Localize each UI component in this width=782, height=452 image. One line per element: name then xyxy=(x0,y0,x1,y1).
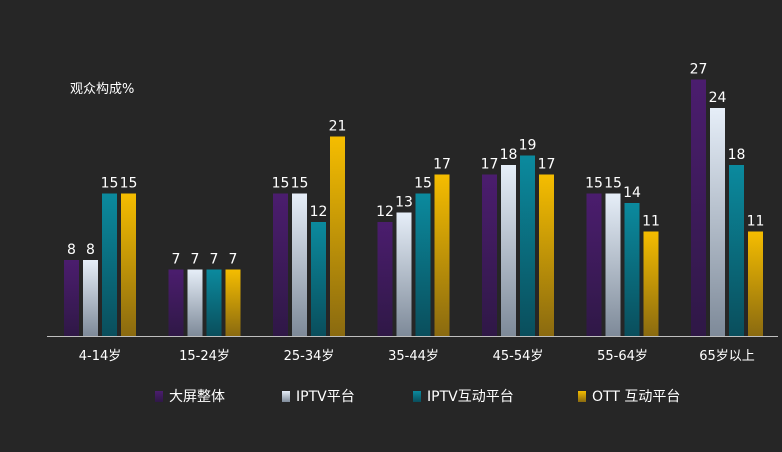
bar xyxy=(748,231,763,336)
bar xyxy=(539,174,554,336)
legend-label: OTT 互动平台 xyxy=(592,389,681,405)
data-label: 17 xyxy=(433,157,451,173)
data-label: 7 xyxy=(172,252,181,268)
bar xyxy=(273,193,288,336)
legend-label: IPTV互动平台 xyxy=(427,389,514,405)
data-label: 21 xyxy=(329,119,347,135)
bar xyxy=(187,269,203,336)
data-label: 15 xyxy=(101,176,119,192)
data-label: 15 xyxy=(604,176,622,192)
bar xyxy=(330,136,345,336)
legend-swatch xyxy=(413,390,421,402)
data-label: 8 xyxy=(86,242,95,258)
legend-item: OTT 互动平台 xyxy=(578,386,680,406)
data-label: 8 xyxy=(67,242,76,258)
bar xyxy=(520,155,535,336)
legend-label: IPTV平台 xyxy=(296,389,355,405)
legend-item: IPTV互动平台 xyxy=(413,386,514,406)
data-label: 24 xyxy=(709,90,727,106)
bar xyxy=(206,269,222,336)
bar xyxy=(292,193,307,336)
data-label: 17 xyxy=(481,157,499,173)
data-label: 7 xyxy=(191,252,200,268)
x-tick-label: 35-44岁 xyxy=(388,349,439,364)
data-label: 15 xyxy=(272,176,290,192)
bar xyxy=(482,174,497,336)
bar xyxy=(121,193,136,336)
data-label: 11 xyxy=(747,214,765,230)
x-tick-label: 4-14岁 xyxy=(79,349,122,364)
data-label: 15 xyxy=(291,176,309,192)
data-label: 12 xyxy=(376,204,394,220)
legend: 大屏整体 IPTV平台 IPTV互动平台 OTT 互动平台 xyxy=(0,386,782,408)
bar xyxy=(83,260,98,336)
bar xyxy=(102,193,117,336)
bar xyxy=(396,212,412,336)
bar xyxy=(643,231,659,336)
data-label: 15 xyxy=(120,176,138,192)
bar xyxy=(434,174,450,336)
legend-swatch xyxy=(578,390,586,402)
x-tick-label: 55-64岁 xyxy=(597,349,648,364)
x-tick-label: 15-24岁 xyxy=(179,349,230,364)
bar xyxy=(311,222,326,336)
x-tick-label: 45-54岁 xyxy=(493,349,544,364)
data-label: 7 xyxy=(229,252,238,268)
bar xyxy=(729,165,744,336)
data-label: 7 xyxy=(210,252,219,268)
bar xyxy=(586,193,602,336)
bar xyxy=(710,108,725,336)
data-label: 17 xyxy=(538,157,556,173)
data-label: 15 xyxy=(414,176,432,192)
bar xyxy=(225,269,241,336)
bar xyxy=(415,193,431,336)
data-label: 11 xyxy=(642,214,660,230)
legend-item: 大屏整体 xyxy=(155,386,225,406)
data-label: 18 xyxy=(500,147,518,163)
legend-swatch xyxy=(282,390,290,402)
bar xyxy=(377,222,393,336)
data-label: 14 xyxy=(623,185,641,201)
legend-item: IPTV平台 xyxy=(282,386,355,406)
bar xyxy=(691,79,706,336)
data-label: 19 xyxy=(519,138,537,154)
legend-label: 大屏整体 xyxy=(169,389,225,405)
data-label: 15 xyxy=(585,176,603,192)
data-label: 12 xyxy=(310,204,328,220)
data-label: 18 xyxy=(728,147,746,163)
bar xyxy=(501,165,516,336)
data-label: 27 xyxy=(690,62,708,78)
x-tick-label: 25-34岁 xyxy=(284,349,335,364)
bar xyxy=(605,193,621,336)
bar xyxy=(624,203,640,336)
x-tick-label: 65岁以上 xyxy=(699,349,755,364)
bar xyxy=(168,269,184,336)
data-label: 13 xyxy=(395,195,413,211)
legend-swatch xyxy=(155,390,163,402)
bar xyxy=(64,260,79,336)
y-axis-label: 观众构成% xyxy=(70,82,135,97)
